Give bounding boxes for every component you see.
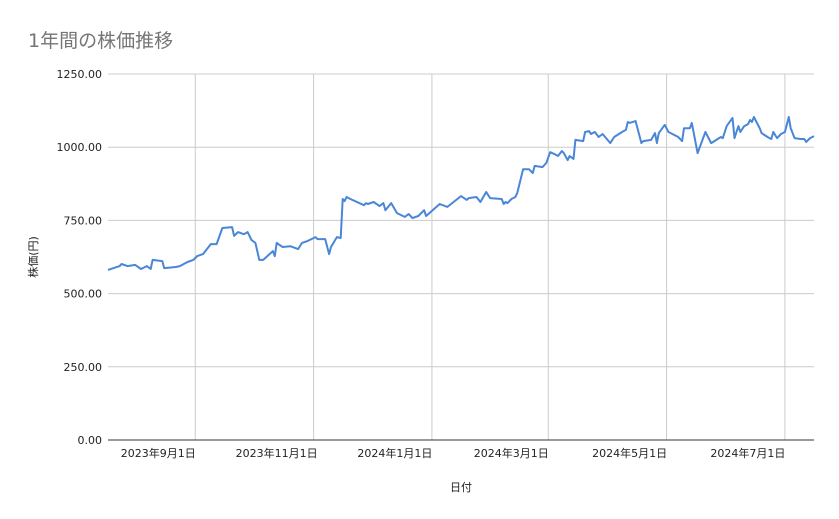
y-tick-label: 750.00 — [64, 214, 103, 227]
chart-title: 1年間の株価推移 — [28, 30, 174, 52]
x-tick-label: 2023年9月1日 — [121, 446, 196, 460]
y-axis-label: 株価(円) — [26, 236, 40, 278]
y-tick-label: 1000.00 — [57, 141, 103, 154]
gridlines — [108, 73, 814, 440]
x-tick-label: 2023年11月1日 — [236, 446, 318, 460]
x-tick-label: 2024年5月1日 — [592, 446, 667, 460]
x-tick-label: 2024年3月1日 — [474, 446, 549, 460]
x-axis-label: 日付 — [450, 481, 472, 494]
x-axis-ticks: 2023年9月1日 2023年11月1日 2024年1月1日 2024年3月1日 202… — [121, 446, 786, 460]
y-tick-label: 1250.00 — [57, 68, 103, 81]
series-line — [107, 116, 815, 271]
y-tick-label: 0.00 — [78, 434, 103, 447]
y-tick-label: 250.00 — [64, 361, 103, 374]
y-axis-ticks: 0.00 250.00 500.00 750.00 1000.00 1250.00 — [57, 68, 103, 447]
x-tick-label: 2024年1月1日 — [357, 446, 432, 460]
series-line-group — [107, 116, 815, 271]
y-tick-label: 500.00 — [64, 288, 103, 301]
x-tick-label: 2024年7月1日 — [710, 446, 785, 460]
